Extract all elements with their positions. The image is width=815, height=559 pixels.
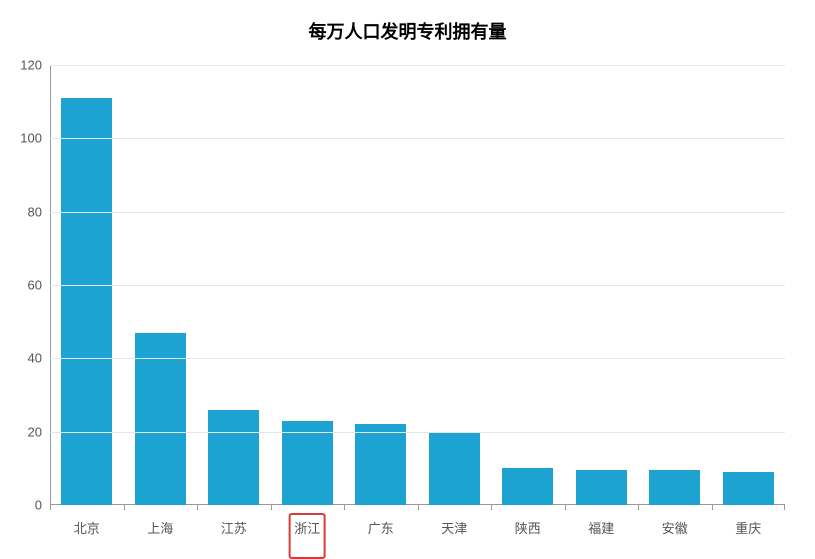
grid-line <box>50 138 785 139</box>
x-axis-label-text: 浙江 <box>294 521 320 536</box>
x-axis-label: 上海 <box>124 510 198 545</box>
y-tick-label: 20 <box>28 424 42 439</box>
x-axis-label: 重庆 <box>712 510 786 545</box>
highlight-box: 浙江 <box>289 513 326 559</box>
x-axis-label: 陕西 <box>491 510 565 545</box>
grid-line <box>50 358 785 359</box>
x-axis-label-text: 安徽 <box>662 521 688 536</box>
chart-container: 每万人口发明专利拥有量 0 20 40 60 80 100 120 北京 上海 江苏 浙江浙江 广东… <box>0 0 815 545</box>
x-axis-label: 浙江浙江 <box>271 510 345 545</box>
x-axis-label-text: 广东 <box>368 521 394 536</box>
plot-area <box>50 65 785 505</box>
y-tick-label: 80 <box>28 204 42 219</box>
x-axis-label: 北京 <box>50 510 124 545</box>
x-axis-label-text: 江苏 <box>221 521 247 536</box>
bar <box>649 470 700 505</box>
y-tick-label: 60 <box>28 278 42 293</box>
bar <box>723 472 774 505</box>
y-tick-label: 0 <box>35 498 42 513</box>
bar <box>61 98 112 505</box>
x-axis-label: 安徽 <box>638 510 712 545</box>
bar <box>576 470 627 505</box>
x-axis-label: 福建 <box>565 510 639 545</box>
chart-title: 每万人口发明专利拥有量 <box>0 0 815 52</box>
y-tick-label: 40 <box>28 351 42 366</box>
x-axis-label: 江苏 <box>197 510 271 545</box>
grid-line <box>50 212 785 213</box>
y-axis: 020406080100120 <box>0 65 48 505</box>
grid-line <box>50 285 785 286</box>
bar <box>502 468 553 505</box>
bar <box>355 424 406 505</box>
x-axis-label-text: 重庆 <box>735 521 761 536</box>
x-axis-label-text: 上海 <box>147 521 173 536</box>
x-axis-label-text: 陕西 <box>515 521 541 536</box>
x-axis-label-text: 福建 <box>588 521 614 536</box>
bar <box>282 421 333 505</box>
grid-line <box>50 65 785 66</box>
x-axis-label-text: 北京 <box>74 521 100 536</box>
x-axis-labels: 北京 上海 江苏 浙江浙江 广东 天津 陕西 福建 安徽 重庆 <box>50 510 785 545</box>
grid-line <box>50 432 785 433</box>
y-tick-label: 120 <box>20 58 42 73</box>
y-tick-label: 100 <box>20 131 42 146</box>
x-axis-label: 天津 <box>418 510 492 545</box>
bar <box>208 410 259 505</box>
x-axis-label: 广东 <box>344 510 418 545</box>
x-axis-label-text: 天津 <box>441 521 467 536</box>
bar <box>429 432 480 505</box>
